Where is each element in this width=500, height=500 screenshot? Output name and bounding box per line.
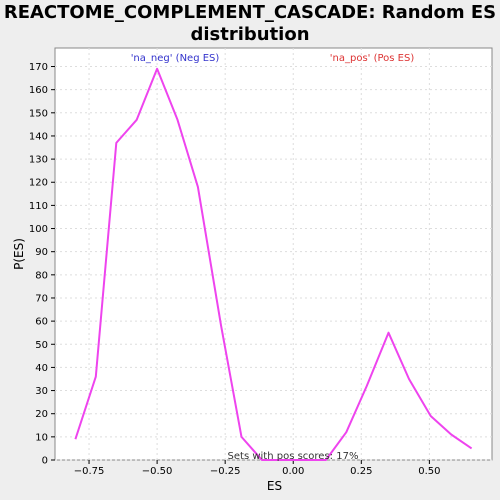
y-tick-label: 50 [35,340,48,351]
plot-area [54,47,493,461]
y-tick-label: 130 [29,155,48,166]
chart-title-line-2: distribution [190,24,310,45]
y-tick-label: 10 [35,432,48,443]
y-axis-label: P(ES) [12,238,26,270]
x-axis-label: ES [267,479,282,493]
chart-title-line-1: REACTOME_COMPLEMENT_CASCADE: Random ES [3,2,497,23]
y-tick-label: 140 [29,131,48,142]
pos-scores-text: Sets with pos scores: 17% [228,451,359,462]
x-tick-label: 0.50 [418,466,440,477]
x-tick-label: −0.75 [74,466,105,477]
y-tick-label: 150 [29,108,48,119]
y-tick-label: 0 [42,456,48,467]
y-tick-label: 80 [35,270,48,281]
y-tick-label: 70 [35,293,48,304]
x-tick-label: −0.50 [142,466,173,477]
pos-es-label: 'na_pos' (Pos ES) [330,53,415,64]
y-tick-label: 90 [35,247,48,258]
y-tick-label: 20 [35,409,48,420]
y-tick-label: 110 [29,201,48,212]
y-tick-label: 40 [35,363,48,374]
y-tick-label: 170 [29,62,48,73]
y-tick-label: 100 [29,224,48,235]
chart-title: REACTOME_COMPLEMENT_CASCADE: Random ES d… [0,2,500,46]
series-line [74,67,473,461]
y-tick-label: 160 [29,85,48,96]
axes: 0 10 20 30 40 50 60 70 80 90 100 110 120 130 140 150 160… [29,62,441,477]
y-tick-label: 30 [35,386,48,397]
grid [55,48,492,461]
x-tick-label: 0.25 [350,466,372,477]
y-tick-label: 120 [29,178,48,189]
x-tick-label: −0.25 [210,466,241,477]
y-tick-label: 60 [35,317,48,328]
neg-es-label: 'na_neg' (Neg ES) [131,53,220,64]
x-tick-label: 0.00 [282,466,304,477]
